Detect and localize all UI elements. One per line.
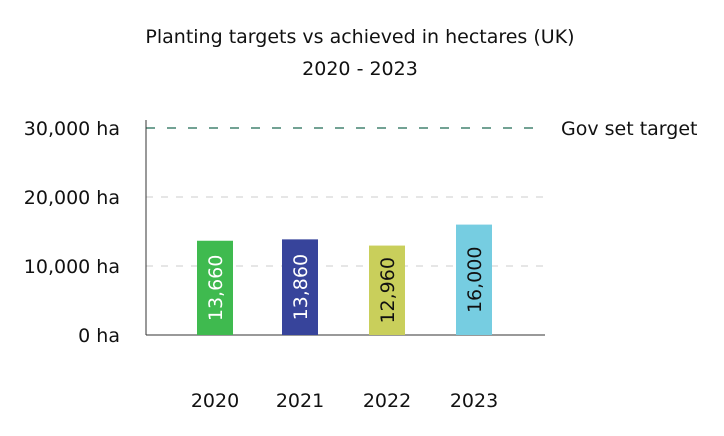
chart-title: Planting targets vs achieved in hectares… — [145, 26, 574, 48]
target-label: Gov set target — [561, 118, 697, 140]
x-tick-label: 2021 — [276, 390, 324, 412]
bar-2021 — [282, 239, 318, 335]
y-tick-label: 30,000 ha — [24, 118, 120, 140]
x-tick-label: 2020 — [191, 390, 239, 412]
x-tick-label: 2022 — [363, 390, 411, 412]
bars: 13,660 13,860 12,960 16,000 — [197, 224, 492, 335]
y-tick-label: 10,000 ha — [24, 256, 120, 278]
bar-value-label: 12,960 — [377, 257, 399, 323]
y-tick-label: 0 ha — [78, 325, 120, 347]
bar-2023 — [456, 224, 492, 335]
y-tick-label: 20,000 ha — [24, 187, 120, 209]
bar-value-label: 16,000 — [464, 247, 486, 313]
bar-2022 — [369, 245, 405, 335]
x-axis-ticks: 2020 2021 2022 2023 — [191, 390, 498, 412]
bar-value-label: 13,860 — [290, 254, 312, 320]
chart-subtitle: 2020 - 2023 — [302, 58, 418, 80]
y-axis-ticks: 0 ha 10,000 ha 20,000 ha 30,000 ha — [24, 118, 120, 347]
x-tick-label: 2023 — [450, 390, 498, 412]
target-line-group: Gov set target — [146, 118, 697, 140]
bar-value-label: 13,660 — [205, 255, 227, 321]
bar-2020 — [197, 240, 233, 335]
